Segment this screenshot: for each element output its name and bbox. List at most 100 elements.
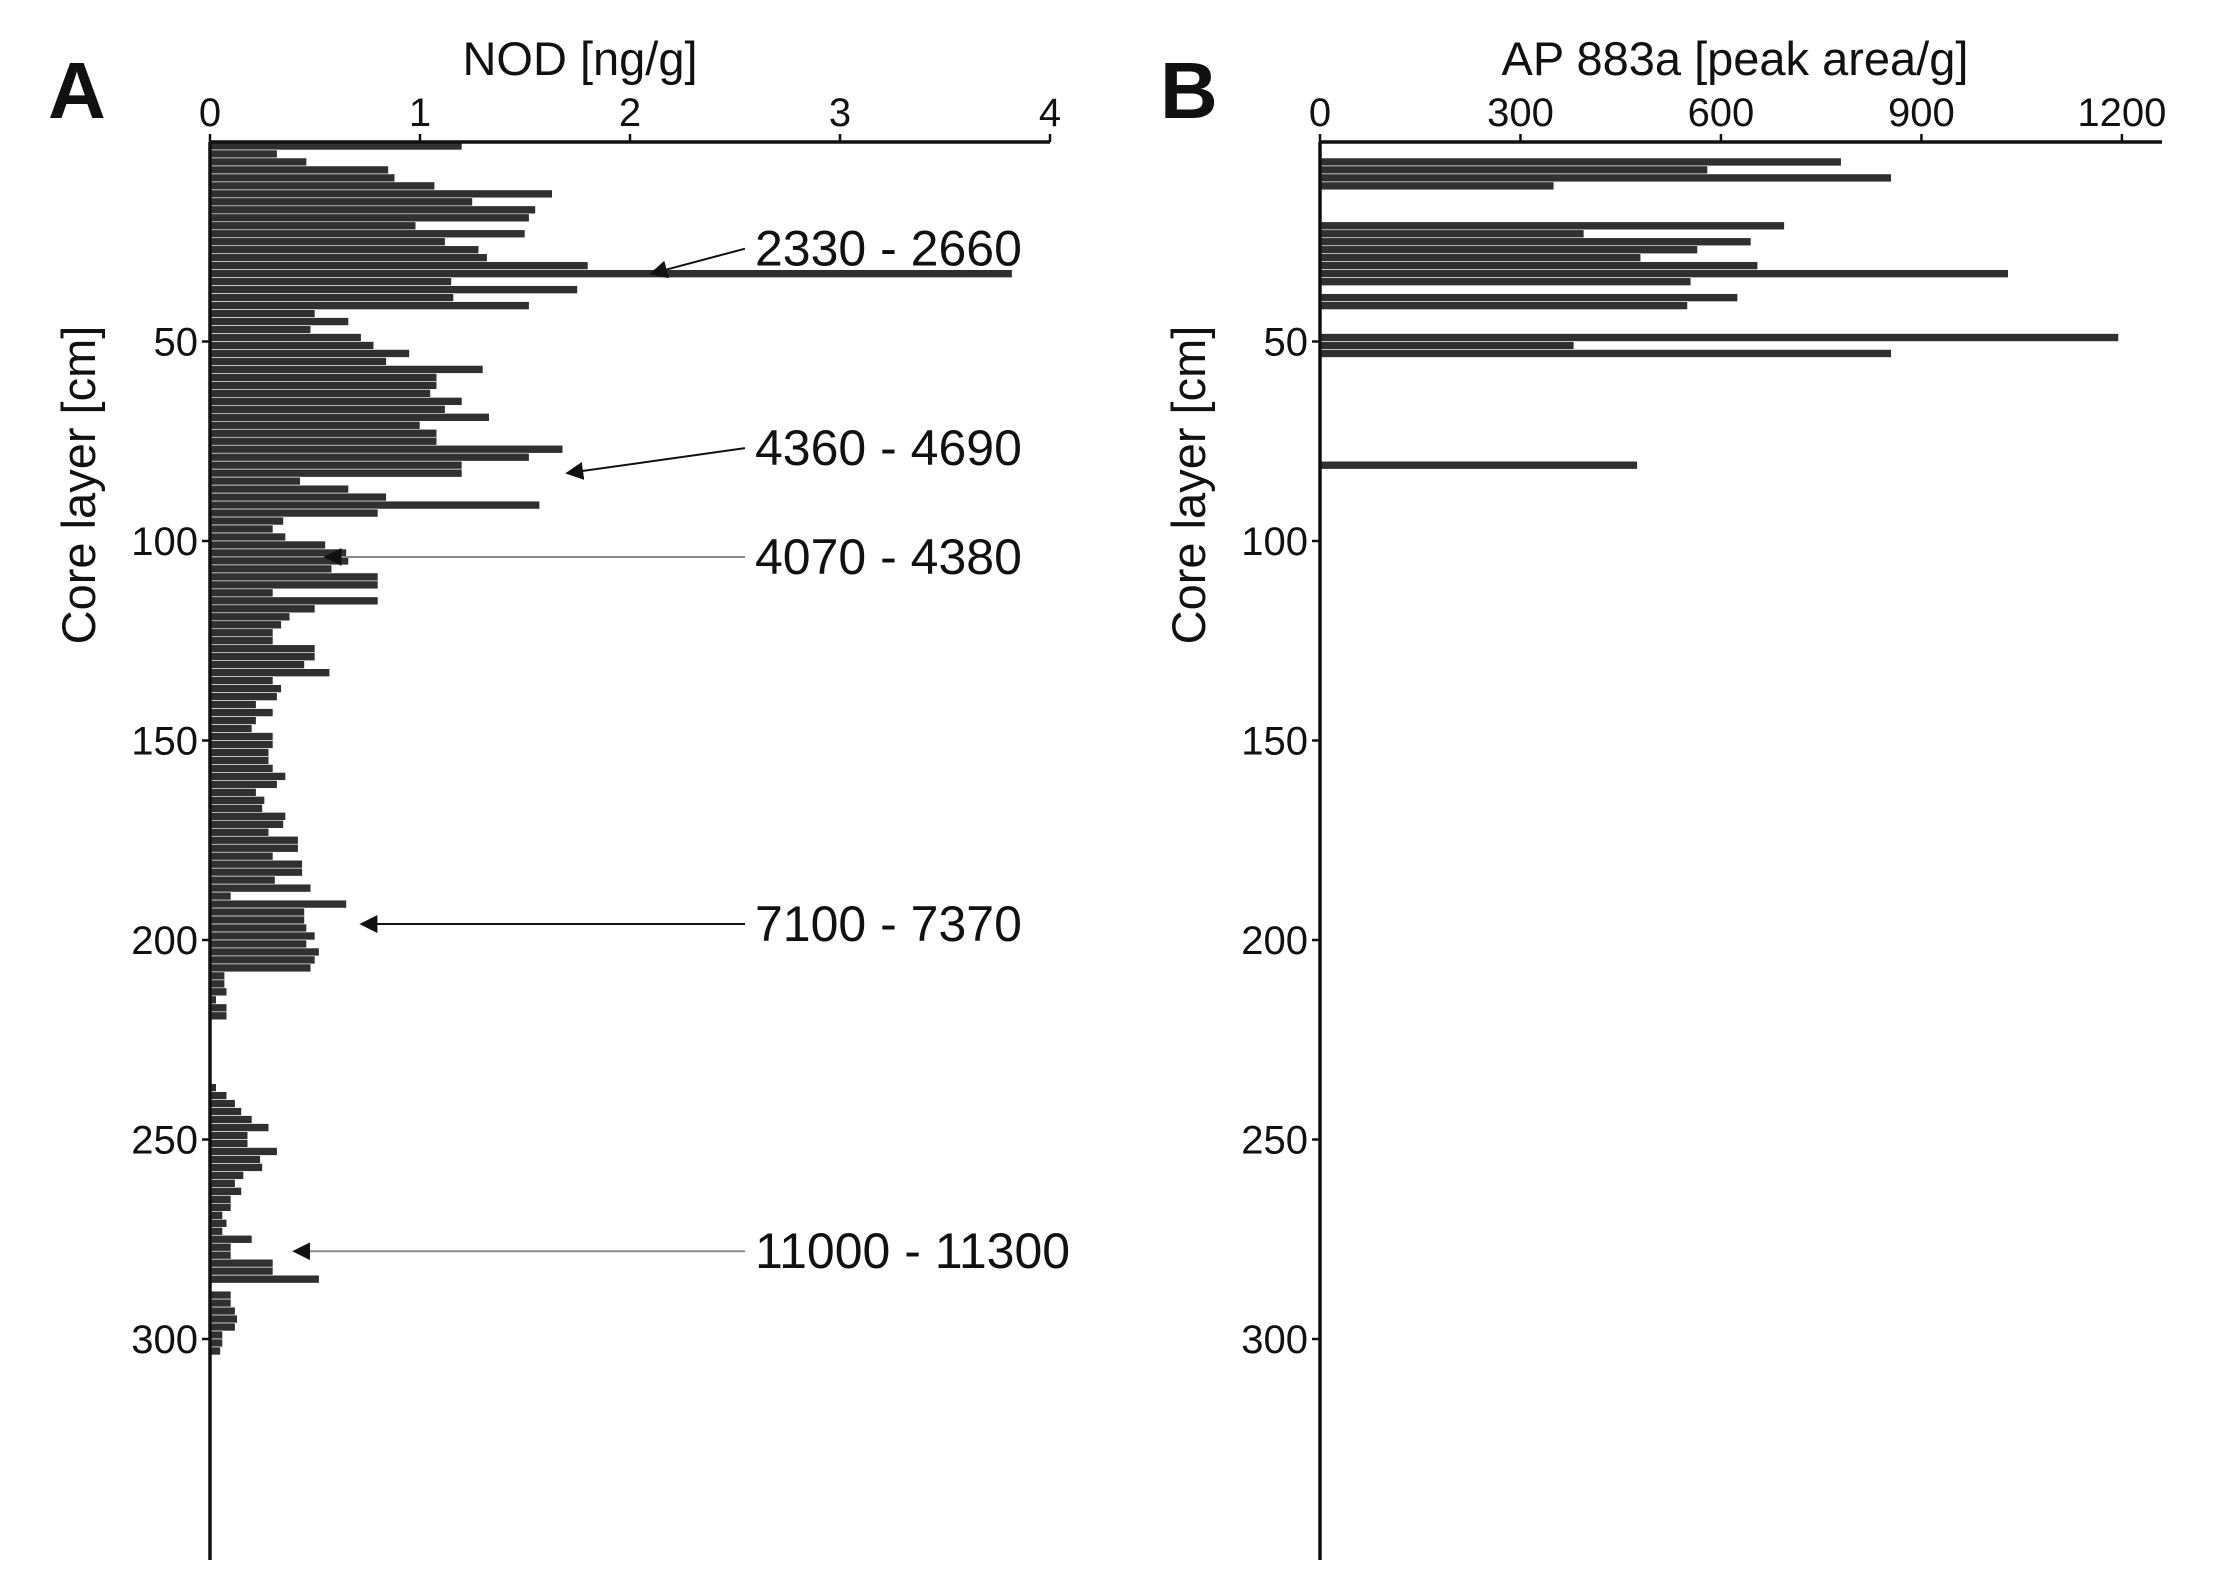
panel-b-bar [1319, 229, 1585, 239]
panel-b-x-tick-label: 0 [1309, 91, 1331, 135]
panel-a-bar [209, 301, 530, 310]
panel-a-bar [209, 205, 536, 215]
annotation-label: 4360 - 4690 [755, 420, 1022, 476]
panel-a-bar [209, 556, 349, 566]
panel-a-bar [209, 1234, 253, 1244]
annotation-label: 11000 - 11300 [755, 1223, 1070, 1279]
annotation-arrow [565, 447, 746, 480]
panel-a-bar [209, 1147, 278, 1156]
panel-a-bar [209, 1155, 261, 1164]
panel-a-bar [209, 285, 578, 294]
panel-b-bar [1319, 460, 1638, 470]
panel-b-y-tick-label: 250 [1241, 1119, 1308, 1163]
panel-a-bar [209, 971, 225, 981]
panel-a-bar [209, 708, 274, 717]
panel-a-bar [209, 548, 347, 558]
panel-b-bar [1319, 277, 1692, 286]
panel-a-bar [209, 277, 452, 286]
panel-b-bar [1319, 221, 1785, 231]
panel-a-annotations: 2330 - 2660 4360 - 4690 4070 - 4380 7100 - … [292, 221, 1070, 1279]
panel-a-bar [209, 1115, 253, 1124]
panel-a-bar [209, 867, 303, 877]
panel-a-bar [209, 524, 274, 534]
panel-a-bar [209, 1306, 236, 1316]
panel-a-bar [209, 309, 316, 318]
panel-b-bar [1319, 269, 2009, 278]
panel-a-y-tick-label: 200 [131, 919, 198, 963]
panel-a-bar [209, 812, 286, 821]
panel-a-bar [209, 1003, 228, 1013]
panel-a-bars [209, 141, 1013, 1356]
panel-a-bar [209, 1290, 232, 1300]
panel-a-bar [209, 588, 274, 598]
panel-a-bar [209, 1123, 270, 1132]
panel-a-y-axis-title: Core layer [cm] [52, 326, 105, 645]
panel-a-bar [209, 540, 326, 550]
panel-a-bar [209, 1011, 228, 1021]
panel-b-x-tick-label: 600 [1688, 91, 1755, 135]
panel-a-bar [209, 859, 303, 869]
panel-a-y-ticks: 50 100 150 200 250 300 [131, 321, 210, 1362]
panel-a-bar [209, 660, 305, 669]
panel-a-bar [209, 460, 463, 470]
panel-b-letter: B [1160, 46, 1218, 135]
panel-a-bar [209, 428, 438, 438]
panel-a-x-ticks: 0 1 2 3 4 [199, 91, 1061, 142]
panel-a-bar [209, 516, 284, 526]
panel-a-bar [209, 476, 301, 486]
panel-a-bar [209, 939, 307, 949]
panel-b-bar [1319, 165, 1708, 175]
panel-a-bar [209, 620, 282, 630]
panel-b-bar [1319, 173, 1892, 183]
panel-b-bars [1319, 157, 2119, 470]
panel-a-bar [209, 173, 396, 183]
panel-a-bar [209, 397, 463, 406]
panel-b-y-tick-label: 150 [1241, 720, 1308, 764]
panel-a-bar [209, 804, 263, 813]
panel-a-x-tick-label: 3 [829, 91, 851, 135]
panel-b-bar [1319, 181, 1555, 191]
panel-a-bar [209, 756, 270, 765]
panel-a-bar [209, 532, 286, 542]
panel-a-bar [209, 740, 274, 749]
panel-a-bar [209, 197, 473, 207]
panel-a-y-tick-label: 250 [131, 1119, 198, 1163]
panel-b-bar [1319, 293, 1738, 302]
panel-a-bar [209, 676, 274, 685]
panel-a-bar [209, 1258, 274, 1268]
panel-b-y-tick-label: 200 [1241, 919, 1308, 963]
panel-a-x-axis-title: NOD [ng/g] [462, 32, 697, 85]
panel-a-bar [209, 684, 282, 693]
panel-a-bar [209, 1091, 228, 1100]
panel-a-bar [209, 947, 320, 957]
panel-a-bar [209, 780, 278, 789]
panel-a-bar [209, 1338, 223, 1348]
panel-b-bar [1319, 253, 1642, 263]
panel-a-bar [209, 1163, 263, 1172]
panel-a-bar [209, 1195, 232, 1204]
panel-a-bar [209, 1131, 249, 1140]
panel-a-bar [209, 644, 316, 654]
panel-a-bar [209, 596, 379, 606]
panel-b-y-ticks: 50 100 150 200 250 300 [1241, 321, 1320, 1362]
panel-a-bar [209, 237, 446, 247]
panel-a-bar [209, 636, 274, 646]
panel-a-bar [209, 1298, 232, 1308]
panel-a-bar [209, 157, 307, 167]
panel-a-bar [209, 788, 257, 797]
panel-a-bar [209, 436, 438, 446]
panel-a-y-tick-label: 50 [154, 321, 199, 365]
panel-a-x-tick-label: 4 [1039, 91, 1061, 135]
annotation-label: 2330 - 2660 [755, 221, 1022, 277]
panel-a-bar [209, 1330, 223, 1340]
panel-a-x-tick-label: 1 [409, 91, 431, 135]
panel-a-bar [209, 724, 253, 733]
panel-a-bar [209, 1266, 274, 1276]
panel-a-bar [209, 1139, 249, 1148]
annotation-label: 7100 - 7370 [755, 896, 1022, 952]
panel-a-y-tick-label: 150 [131, 720, 198, 764]
panel-a-bar [209, 851, 274, 861]
panel-b-x-tick-label: 900 [1888, 91, 1955, 135]
panel-a-bar [209, 796, 265, 805]
